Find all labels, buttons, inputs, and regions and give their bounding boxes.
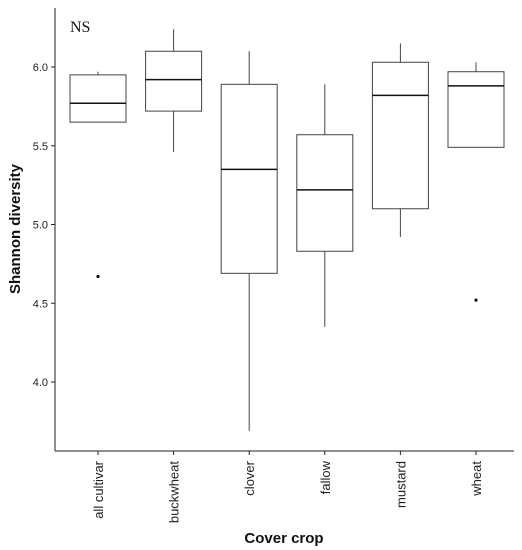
iqr-box	[69, 74, 127, 123]
iqr-box	[296, 134, 354, 252]
y-axis-ticks: 4.0 4.5 5.0 5.5 6.0	[33, 62, 55, 389]
outlier-point	[474, 298, 478, 302]
box-buckwheat	[145, 29, 203, 153]
x-axis-ticks: all cultivar buckwheat clover fallow mustard…	[91, 451, 484, 523]
x-tick-label: fallow	[318, 460, 333, 494]
x-tick-label: all cultivar	[91, 460, 106, 518]
box-mustard	[371, 43, 429, 238]
y-axis-title: Shannon diversity	[7, 163, 24, 294]
x-tick-label: buckwheat	[167, 461, 182, 524]
outlier-point	[96, 274, 100, 279]
box-wheat	[447, 62, 505, 302]
y-tick-label: 5.5	[33, 141, 48, 153]
y-tick-label: 5.0	[33, 220, 48, 232]
box-clover	[220, 51, 278, 431]
significance-annotation: NS	[70, 19, 90, 36]
x-tick-label: mustard	[393, 461, 408, 508]
iqr-box	[145, 50, 203, 112]
boxes-layer	[69, 29, 505, 431]
iqr-box	[220, 83, 278, 274]
x-tick-label: wheat	[469, 461, 484, 497]
box-fallow	[296, 84, 354, 327]
y-tick-label: 6.0	[33, 62, 48, 74]
x-axis-title: Cover crop	[244, 530, 323, 547]
iqr-box	[447, 71, 505, 148]
y-tick-label: 4.5	[33, 298, 48, 310]
iqr-box	[371, 61, 429, 210]
y-tick-label: 4.0	[33, 377, 48, 389]
x-tick-label: clover	[242, 460, 257, 495]
box-all-cultivar	[69, 71, 127, 279]
